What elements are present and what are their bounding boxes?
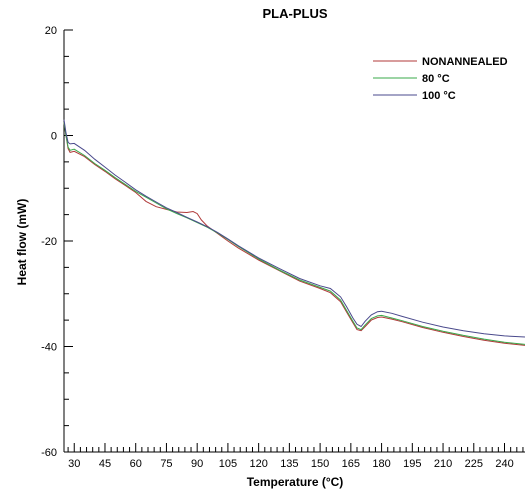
x-tick-label: 240 (495, 458, 513, 470)
x-tick-label: 60 (130, 458, 142, 470)
series-group (63, 119, 525, 346)
x-tick-label: 210 (434, 458, 452, 470)
series-line-100-c (63, 119, 525, 338)
x-tick-label: 180 (372, 458, 390, 470)
x-tick-label: 75 (160, 458, 172, 470)
x-tick-label: 195 (403, 458, 421, 470)
chart-title: PLA-PLUS (263, 6, 328, 21)
x-tick-label: 105 (219, 458, 237, 470)
x-tick-label: 225 (465, 458, 483, 470)
x-axis: 30 45 60 75 90 105 120 135 150 165 180 195 210 225 240 (67, 443, 524, 470)
series-line-nonannealed (63, 122, 525, 346)
series-line-80-c (63, 122, 525, 345)
x-tick-label: 150 (311, 458, 329, 470)
y-axis-label: Heat flow (mW) (15, 199, 29, 286)
legend-label: 100 °C (422, 90, 456, 102)
x-axis-label: Temperature (°C) (247, 475, 344, 489)
y-tick-label: 20 (45, 25, 57, 37)
y-tick-label: -40 (41, 342, 57, 354)
x-tick-label: 30 (68, 458, 80, 470)
y-tick-label: -20 (41, 236, 57, 248)
plot-area (63, 30, 525, 453)
x-tick-label: 45 (99, 458, 111, 470)
y-tick-label: -60 (41, 447, 57, 459)
x-tick-label: 90 (191, 458, 203, 470)
x-tick-label: 120 (249, 458, 267, 470)
x-tick-label: 165 (342, 458, 360, 470)
y-tick-label: 0 (51, 131, 57, 143)
legend-label: 80 °C (422, 73, 450, 85)
y-axis: 20 0 -20 -40 -60 (41, 25, 73, 459)
legend: NONANNEALED 80 °C 100 °C (373, 56, 508, 102)
legend-label: NONANNEALED (422, 56, 508, 68)
x-tick-label: 135 (280, 458, 298, 470)
